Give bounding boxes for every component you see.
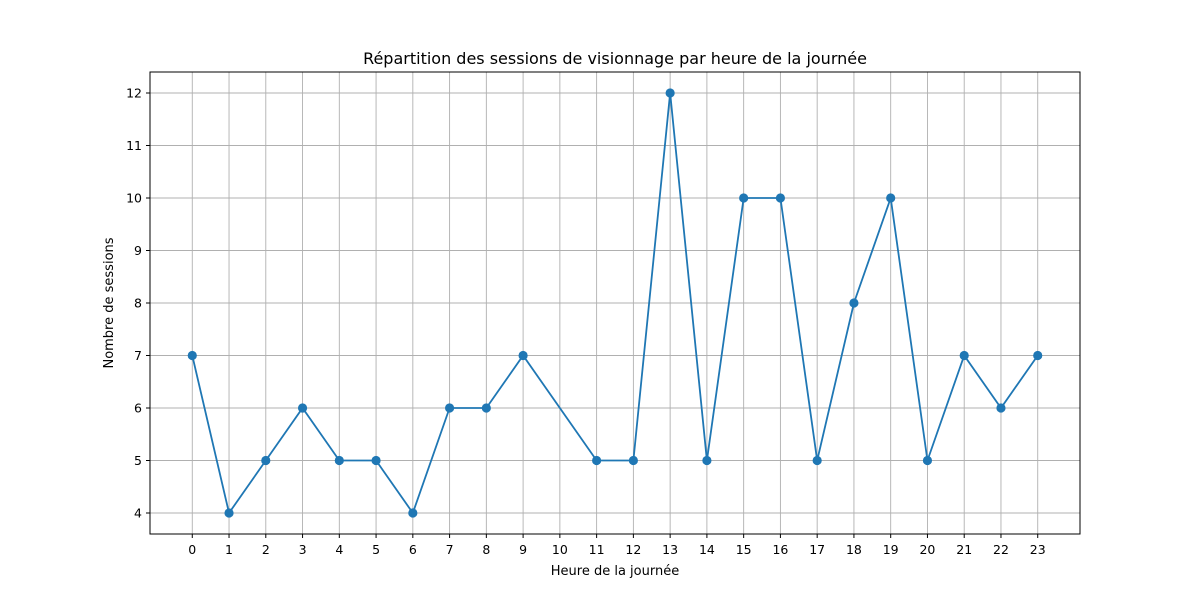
x-tick-label: 7 [446,542,454,557]
data-point [665,88,675,98]
y-tick-label: 10 [126,191,142,206]
plot-frame [149,71,1081,535]
x-tick-label: 0 [188,542,196,557]
data-point [886,193,896,203]
x-tick-label: 16 [772,542,788,557]
y-tick-label: 6 [134,401,142,416]
data-point [739,193,749,203]
data-point [187,350,197,361]
data-point [408,508,418,518]
y-tick-label: 5 [134,453,142,468]
x-tick-label: 15 [736,542,752,557]
x-tick-label: 6 [409,542,417,557]
data-point [592,455,602,466]
data-point [334,455,344,466]
data-point [224,508,234,518]
x-tick-label: 20 [919,542,935,557]
y-tick-label: 7 [134,348,142,363]
x-tick-label: 3 [299,542,307,557]
data-point [261,455,271,466]
data-point [849,298,859,308]
x-tick-label: 5 [372,542,380,557]
data-point [628,455,638,466]
x-tick-label: 10 [552,542,568,557]
x-tick-label: 23 [1030,542,1046,557]
x-tick-label: 13 [662,542,678,557]
x-tick-label: 14 [699,542,715,557]
x-tick-label: 12 [625,542,641,557]
series-layer [187,88,1043,518]
x-tick-label: 21 [956,542,972,557]
data-point [371,455,381,466]
x-tick-label: 4 [335,542,343,557]
data-point [775,193,786,203]
data-point [297,403,308,413]
y-tick-label: 8 [134,296,142,311]
data-point [444,403,455,413]
x-tick-label: 17 [809,542,825,557]
y-axis-label: Nombre de sessions [102,237,117,368]
tick-layer: 0 1 2 3 4 5 6 7 8 9 10 11 12 13 14 15 16 17 18 19 20 21 22 2345… [126,86,1046,558]
y-tick-label: 4 [134,506,142,521]
data-point [812,455,822,466]
data-point [1033,350,1043,361]
grid-layer [150,72,1080,534]
y-tick-label: 9 [134,243,142,258]
x-tick-label: 8 [482,542,490,557]
x-tick-label: 2 [262,542,270,557]
x-axis-label: Heure de la journée [551,564,679,579]
x-tick-label: 22 [993,542,1009,557]
x-tick-label: 9 [519,542,527,557]
y-tick-label: 12 [126,86,142,101]
y-tick-label: 11 [126,138,142,153]
x-tick-label: 1 [225,542,233,557]
data-point [959,350,969,361]
x-tick-label: 18 [846,542,862,557]
chart-title: Répartition des sessions de visionnage p… [363,49,867,68]
data-point [481,403,491,413]
data-point [702,455,712,466]
x-tick-label: 11 [589,542,605,557]
data-point [518,350,528,361]
data-point [922,455,933,466]
data-point [996,403,1006,413]
x-tick-label: 19 [883,542,899,557]
